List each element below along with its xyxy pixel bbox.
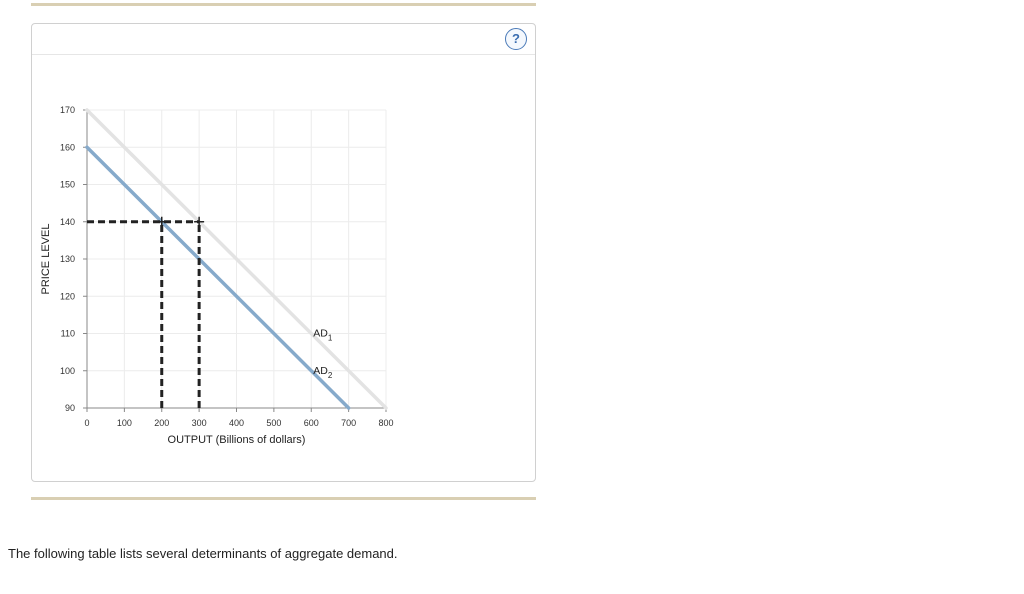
x-axis-title: OUTPUT (Billions of dollars) — [168, 434, 306, 446]
x-tick-label: 700 — [341, 418, 356, 428]
x-tick-label: 0 — [84, 418, 89, 428]
plus-marker — [194, 216, 205, 227]
top-divider — [31, 3, 536, 6]
y-axis-title: PRICE LEVEL — [40, 224, 52, 295]
series-label-ad2: AD2 — [313, 365, 333, 380]
question-caption: The following table lists several determ… — [8, 546, 398, 561]
x-tick-label: 500 — [266, 418, 281, 428]
y-tick-label: 90 — [65, 403, 75, 413]
x-tick-label: 800 — [378, 418, 393, 428]
y-tick-label: 130 — [60, 254, 75, 264]
question-mark-icon[interactable]: ? — [505, 28, 527, 50]
x-tick-label: 400 — [229, 418, 244, 428]
bottom-divider — [31, 497, 536, 500]
x-tick-label: 100 — [117, 418, 132, 428]
plus-marker — [156, 216, 167, 227]
y-tick-label: 140 — [60, 217, 75, 227]
y-tick-label: 170 — [60, 105, 75, 115]
panel-header: ? — [32, 24, 535, 55]
x-tick-label: 200 — [154, 418, 169, 428]
y-tick-label: 120 — [60, 291, 75, 301]
series-line-ad2 — [85, 145, 351, 410]
y-tick-label: 150 — [60, 180, 75, 190]
x-tick-label: 300 — [192, 418, 207, 428]
y-tick-label: 160 — [60, 142, 75, 152]
series-line-ad1 — [85, 108, 388, 410]
graph-panel: ? — [31, 23, 536, 482]
series-label-ad1: AD1 — [313, 328, 333, 343]
x-tick-label: 600 — [304, 418, 319, 428]
y-tick-label: 100 — [60, 366, 75, 376]
y-tick-label: 110 — [61, 329, 75, 339]
